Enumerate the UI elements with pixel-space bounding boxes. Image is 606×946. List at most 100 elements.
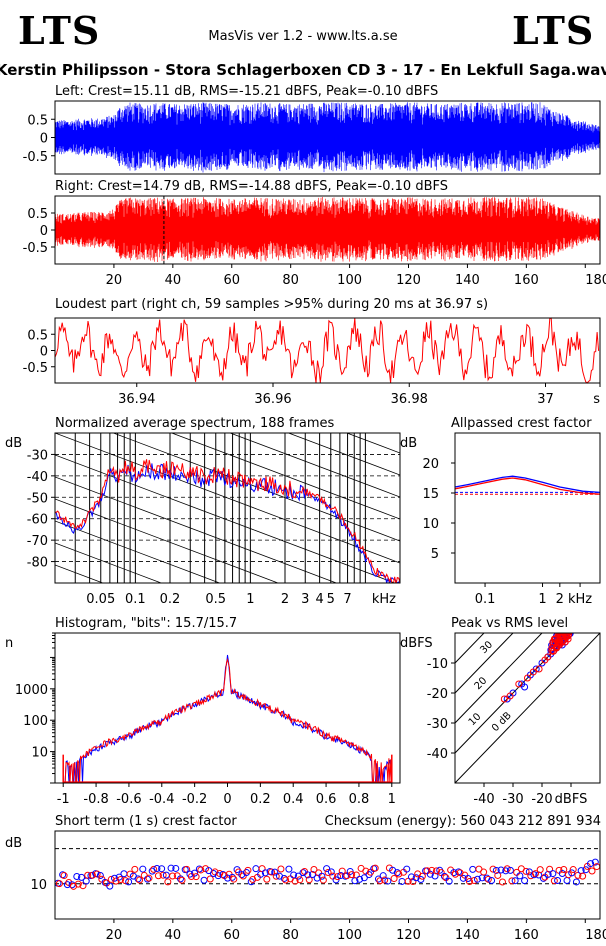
crest-point [412, 874, 420, 882]
crest-point [131, 865, 139, 873]
x-tick-label: 0.05 [86, 592, 115, 607]
peak-rms-point [569, 633, 573, 634]
x-tick-label: 7 [343, 592, 351, 607]
peak-rms-frame [454, 632, 601, 784]
crest-point [144, 875, 152, 883]
peak-rms-point [515, 680, 523, 688]
crest-point [272, 872, 280, 880]
crest-point [120, 870, 128, 878]
x-tick-label: 180 s [585, 928, 606, 943]
y-tick-label: -10 [427, 657, 448, 672]
histogram-title: Histogram, "bits": 15.7/15.7 [55, 616, 237, 631]
allpass-title: Allpassed crest factor [451, 416, 592, 431]
y-axis-label: dB [5, 436, 22, 451]
crest-point [121, 877, 129, 885]
y-tick-label: 15 [422, 487, 439, 502]
x-tick-label: 0.8 [349, 792, 370, 807]
y-tick-label: 5 [431, 547, 439, 562]
x-tick-label: 60 [223, 273, 240, 288]
crest-point [516, 872, 524, 880]
crest-point [74, 880, 82, 888]
crest-point [393, 869, 401, 877]
crest-point [348, 871, 356, 879]
x-tick-label: 160 [514, 928, 539, 943]
crest-point [346, 867, 354, 875]
x-tick-label: 0 [223, 792, 231, 807]
y-tick-label: 10 [422, 517, 439, 532]
x-tick-label: 1 [246, 592, 254, 607]
crest-point [206, 875, 214, 883]
crest-point [511, 877, 519, 885]
slope-line [55, 433, 400, 564]
crest-point [153, 865, 161, 873]
crest-point [469, 865, 477, 873]
y-tick-label: -0.5 [23, 150, 48, 165]
peak-rms-point [544, 653, 552, 661]
crest-point [384, 877, 392, 885]
y-tick-label: 0.5 [27, 207, 48, 222]
histogram-series [63, 654, 393, 784]
slope-line [55, 653, 400, 783]
checksum-text: Checksum (energy): 560 043 212 891 934 [325, 814, 601, 829]
crest-point [508, 877, 516, 885]
x-tick-label: -0.6 [116, 792, 141, 807]
crest-point [522, 867, 530, 875]
crest-point [587, 860, 595, 868]
slope-line [55, 498, 280, 583]
x-tick-label: 20 [106, 928, 123, 943]
loudest-signal [54, 317, 600, 384]
crest-point [506, 866, 514, 874]
right-channel-title: Right: Crest=14.79 dB, RMS=-14.88 dBFS, … [55, 179, 448, 194]
crest-point [588, 867, 596, 875]
y-tick-label: -60 [27, 513, 48, 528]
crest-point [172, 864, 180, 872]
crest-point [489, 865, 497, 873]
x-tick-label: 0.1 [475, 592, 496, 607]
x-tick-label: kHz [568, 592, 592, 607]
crest-point [465, 878, 473, 886]
x-tick-label: 37 [537, 392, 554, 407]
crest-point [192, 873, 200, 881]
peak-rms-point [556, 633, 564, 636]
x-tick-label: -40 [473, 792, 494, 807]
crest-point [403, 865, 411, 873]
y-tick-label: 100 [23, 714, 48, 729]
crest-point [244, 866, 252, 874]
right-signal [54, 197, 600, 262]
crest-point [96, 871, 104, 879]
crest-point [492, 866, 500, 874]
y-tick-label: -50 [27, 491, 48, 506]
slope-line [55, 520, 221, 583]
crest-point [352, 871, 360, 879]
short-term-title: Short term (1 s) crest factor [55, 814, 237, 829]
crest-point [503, 865, 511, 873]
crest-point [431, 872, 439, 880]
crest-point [371, 864, 379, 872]
crest-point [334, 873, 342, 881]
x-tick-label: 2 [281, 592, 289, 607]
allpass-series [454, 477, 601, 495]
crest-point [107, 875, 115, 883]
crest-point [379, 872, 387, 880]
crest-point [271, 868, 279, 876]
crest-point [521, 877, 529, 885]
slope-line [287, 433, 400, 476]
crest-point [480, 868, 488, 876]
crest-point [263, 875, 271, 883]
crest-point [79, 882, 87, 890]
slope-line [55, 476, 338, 583]
crest-point [197, 866, 205, 874]
crest-point [290, 871, 298, 879]
crest-point [488, 876, 496, 884]
x-tick-label: 180 s [585, 273, 606, 288]
crest-point [319, 876, 327, 884]
crest-point [356, 875, 364, 883]
crest-point [407, 873, 415, 881]
x-tick-label: 120 [396, 273, 421, 288]
crest-point [568, 869, 576, 877]
right-frame [54, 195, 601, 265]
x-tick-label: 1 [388, 792, 396, 807]
y-tick-label: -20 [427, 687, 448, 702]
x-tick-label: 4 [315, 592, 323, 607]
